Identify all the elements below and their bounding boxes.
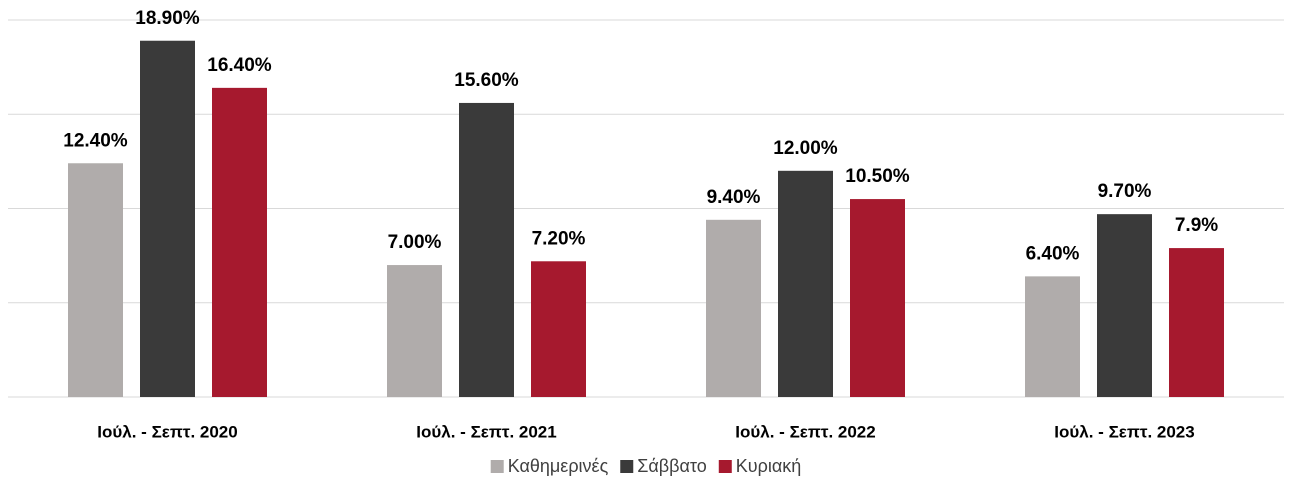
bar xyxy=(68,163,123,397)
value-label: 9.70% xyxy=(1098,181,1152,202)
x-tick-label: Ιούλ. - Σεπτ. 2021 xyxy=(416,422,556,441)
x-tick-label: Ιούλ. - Σεπτ. 2020 xyxy=(97,422,237,441)
bar xyxy=(778,170,833,397)
value-label: 7.00% xyxy=(388,232,442,253)
bar xyxy=(706,219,761,397)
legend-label: Καθημερινές xyxy=(508,456,609,476)
x-tick-label: Ιούλ. - Σεπτ. 2023 xyxy=(1054,422,1194,441)
bar xyxy=(212,87,267,398)
value-label: 9.40% xyxy=(707,187,761,208)
legend-swatch xyxy=(490,460,504,473)
value-label: 12.40% xyxy=(63,130,128,151)
bar xyxy=(1169,248,1224,397)
bar xyxy=(1025,276,1080,397)
value-label: 6.40% xyxy=(1026,243,1080,264)
value-label: 7.20% xyxy=(532,228,586,249)
value-label: 10.50% xyxy=(845,166,910,187)
value-label: 7.9% xyxy=(1175,215,1218,236)
value-label: 15.60% xyxy=(454,70,519,91)
bar xyxy=(1097,214,1152,397)
value-label: 16.40% xyxy=(207,55,272,76)
legend-swatch xyxy=(620,460,634,473)
legend-label: Κυριακή xyxy=(736,456,802,476)
bar xyxy=(140,40,195,398)
bar xyxy=(387,265,442,397)
x-tick-label: Ιούλ. - Σεπτ. 2022 xyxy=(735,422,875,441)
bar xyxy=(531,261,586,397)
legend-swatch xyxy=(718,460,732,473)
value-label: 18.90% xyxy=(135,8,200,29)
bar xyxy=(459,102,514,397)
bar xyxy=(850,199,905,397)
legend-label: Σάββατο xyxy=(637,456,707,476)
value-label: 12.00% xyxy=(773,138,838,159)
